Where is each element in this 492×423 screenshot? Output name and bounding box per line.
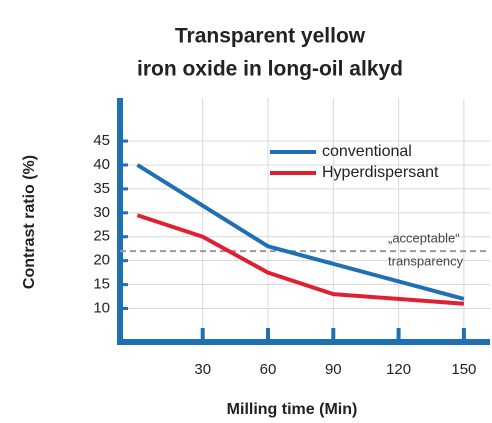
reference-label: transparency: [388, 254, 464, 269]
chart-title: Transparent yellow: [175, 25, 366, 48]
chart-title: iron oxide in long-oil alkyd: [137, 58, 403, 81]
y-tick-label: 10: [93, 299, 110, 316]
x-tick-label: 120: [386, 361, 411, 378]
y-tick-label: 35: [93, 180, 110, 197]
y-tick-label: 25: [93, 228, 110, 245]
x-tick-label: 90: [325, 361, 342, 378]
y-tick-label: 40: [93, 156, 110, 173]
reference-label: „acceptable“: [388, 231, 460, 246]
x-axis-label: Milling time (Min): [227, 401, 358, 418]
legend-label: conventional: [322, 143, 412, 160]
x-tick-label: 60: [260, 361, 277, 378]
y-tick-label: 20: [93, 252, 110, 269]
y-tick-label: 45: [93, 132, 110, 149]
y-axis-label: Contrast ratio (%): [21, 155, 38, 289]
x-tick-label: 150: [451, 361, 476, 378]
x-tick-label: 30: [194, 361, 211, 378]
y-tick-label: 30: [93, 204, 110, 221]
legend-label: Hyperdispersant: [322, 164, 439, 181]
data-line: [136, 163, 465, 301]
y-tick-label: 15: [93, 276, 110, 293]
data-line: [136, 213, 465, 306]
